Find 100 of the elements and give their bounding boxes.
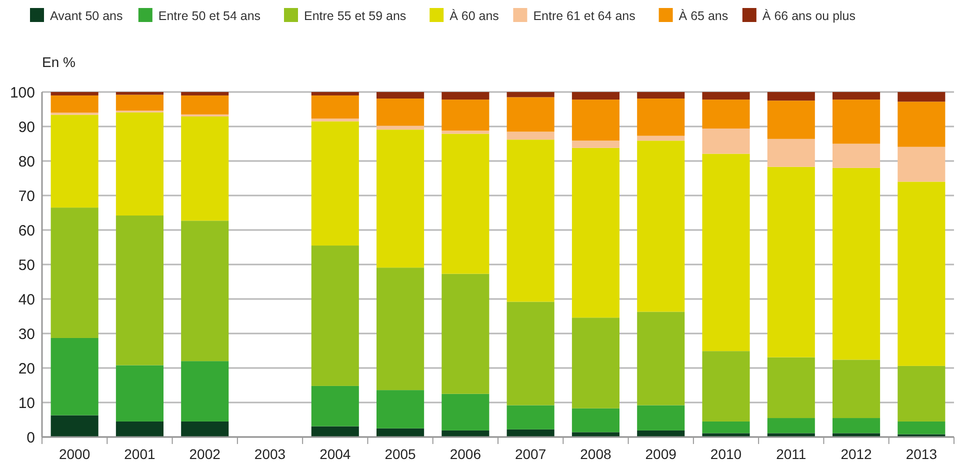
- bar: [898, 92, 946, 102]
- bar: [572, 408, 620, 432]
- x-tick-label: 2011: [776, 446, 806, 462]
- bar: [376, 390, 424, 428]
- bar: [767, 92, 815, 101]
- bar: [637, 98, 685, 136]
- bar: [50, 114, 98, 208]
- bar: [832, 100, 880, 144]
- bar: [506, 132, 554, 140]
- bar: [637, 312, 685, 406]
- bar: [506, 97, 554, 132]
- bar: [702, 421, 750, 434]
- bar: [767, 138, 815, 167]
- bar: [572, 92, 620, 100]
- x-tick-label: 2004: [320, 446, 351, 462]
- bar: [898, 182, 946, 366]
- bar: [898, 146, 946, 182]
- bar: [376, 130, 424, 268]
- bar: [50, 92, 98, 96]
- bar: [832, 144, 880, 168]
- bar: [767, 357, 815, 418]
- bar: [376, 126, 424, 130]
- bar: [181, 95, 229, 114]
- legend-label: À 60 ans: [450, 9, 499, 23]
- bar: [898, 366, 946, 422]
- x-tick-label: 2006: [450, 446, 482, 462]
- bar: [506, 405, 554, 430]
- bar: [832, 433, 880, 437]
- bar: [116, 112, 164, 216]
- bar: [767, 100, 815, 139]
- y-tick-label: 0: [26, 429, 35, 446]
- bar: [442, 100, 490, 131]
- bar: [50, 95, 98, 113]
- bar: [50, 208, 98, 338]
- x-tick-label: 2001: [124, 446, 156, 462]
- bar: [832, 360, 880, 418]
- legend-label: À 65 ans: [678, 9, 728, 23]
- x-tick-label: 2008: [580, 446, 612, 462]
- bar: [702, 154, 750, 352]
- bar: [311, 426, 359, 437]
- bar: [50, 415, 98, 437]
- x-tick-label: 2012: [840, 446, 872, 462]
- bar: [506, 302, 554, 406]
- y-tick-label: 40: [18, 291, 35, 308]
- bar: [181, 421, 229, 437]
- bar: [832, 168, 880, 360]
- bar: [442, 134, 490, 274]
- bar: [637, 140, 685, 312]
- y-axis-title: En %: [42, 54, 76, 70]
- y-tick-label: 70: [18, 188, 35, 205]
- bar: [181, 116, 229, 221]
- bar: [311, 386, 359, 426]
- bar: [898, 421, 946, 434]
- bar: [702, 433, 750, 437]
- y-tick-label: 50: [18, 256, 35, 274]
- bar: [702, 100, 750, 129]
- bar: [311, 95, 359, 119]
- bar: [572, 140, 620, 148]
- bar: [572, 148, 620, 318]
- bar: [767, 418, 815, 434]
- x-tick-label: 2009: [645, 446, 677, 462]
- bar: [506, 92, 554, 98]
- bar: [181, 361, 229, 422]
- y-tick-label: 60: [18, 222, 35, 240]
- legend-label: Avant 50 ans: [50, 9, 123, 23]
- bar: [181, 92, 229, 96]
- bar: [506, 429, 554, 437]
- bar: [116, 92, 164, 95]
- bar: [572, 318, 620, 408]
- bar: [637, 430, 685, 437]
- bar: [311, 246, 359, 386]
- x-tick-label: 2010: [710, 446, 742, 462]
- x-tick-label: 2000: [58, 446, 90, 462]
- legend-label: Entre 50 et 54 ans: [158, 9, 261, 23]
- bar: [376, 98, 424, 126]
- bar: [442, 130, 490, 134]
- x-tick-label: 2002: [189, 446, 221, 462]
- bar: [116, 94, 164, 111]
- bar: [442, 394, 490, 430]
- y-tick-label: 90: [18, 118, 35, 136]
- bar: [376, 428, 424, 437]
- bar: [442, 274, 490, 394]
- bar: [442, 430, 490, 437]
- bar: [311, 121, 359, 246]
- bar: [832, 418, 880, 434]
- bar: [311, 92, 359, 96]
- bar: [116, 421, 164, 437]
- bar: [767, 166, 815, 358]
- bar: [376, 92, 424, 99]
- bar: [572, 100, 620, 141]
- y-tick-label: 100: [10, 84, 35, 102]
- x-tick-label: 2013: [906, 446, 938, 462]
- bar: [637, 92, 685, 99]
- bar: [116, 216, 164, 366]
- y-tick-label: 30: [18, 326, 35, 343]
- bar: [572, 432, 620, 437]
- legend-label: Entre 61 et 64 ans: [533, 9, 636, 23]
- bar: [376, 268, 424, 390]
- bar: [702, 351, 750, 422]
- bar: [116, 365, 164, 422]
